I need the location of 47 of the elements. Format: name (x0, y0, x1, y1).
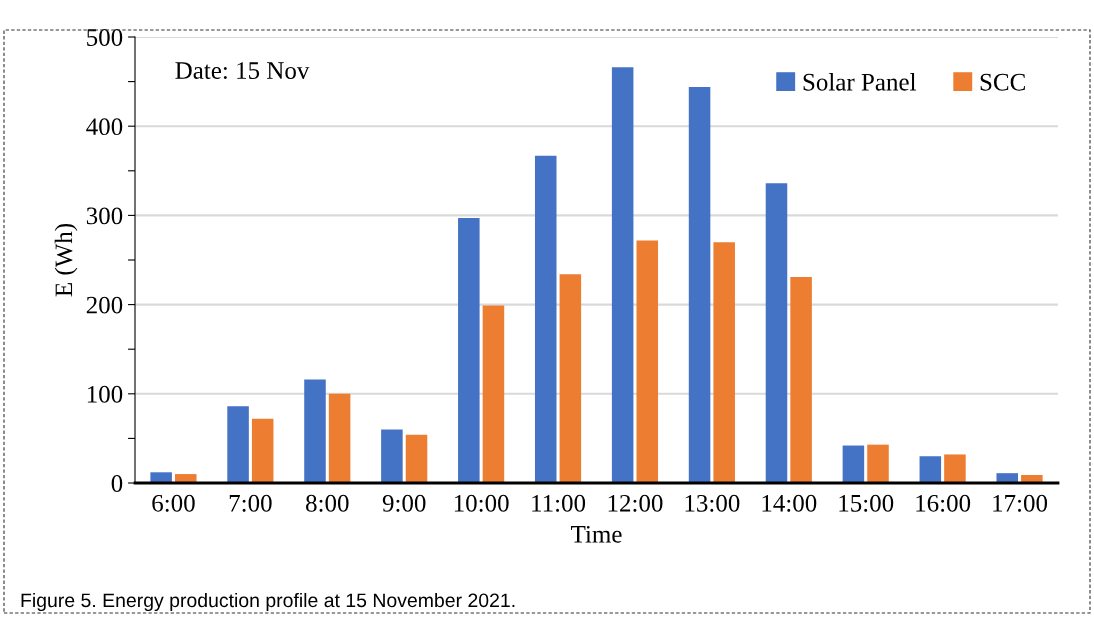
bar (227, 406, 249, 483)
bar (636, 240, 659, 483)
x-tick-label: 8:00 (306, 494, 349, 512)
bar (534, 155, 557, 483)
bar (405, 434, 428, 483)
legend-label: SCC (980, 73, 1025, 91)
bar (867, 444, 889, 483)
x-tick-label: 11:00 (532, 494, 586, 512)
x-tick-label: 7:00 (229, 494, 272, 512)
bar (482, 305, 505, 483)
bar (688, 86, 711, 483)
bar (328, 393, 351, 483)
x-tick-label: 15:00 (839, 494, 894, 512)
x-tick-label: 16:00 (916, 494, 971, 512)
bar (458, 218, 480, 483)
bar (944, 454, 966, 483)
bar (611, 67, 634, 483)
x-tick-label: 17:00 (993, 494, 1048, 512)
bar (842, 445, 865, 483)
caption: Figure 5. Energy production profile at 15 November 2021. (21, 592, 515, 612)
bar (765, 183, 788, 483)
y-tick-label: 300 (86, 207, 123, 225)
legend-label: Solar Panel (803, 73, 917, 91)
bar (996, 473, 1018, 483)
y-tick-label: 100 (87, 385, 123, 403)
bar (559, 274, 582, 483)
y-axis-title: E (Wh) (54, 223, 78, 297)
bar (304, 379, 326, 483)
bar (175, 474, 197, 483)
x-tick-label: 6:00 (152, 494, 195, 512)
bar (381, 429, 403, 483)
annotation: Date: 15 Nov (175, 62, 310, 80)
x-axis-title: Time (571, 525, 622, 543)
x-tick-label: 12:00 (608, 494, 663, 512)
bar (919, 456, 942, 483)
x-tick-label: 13:00 (685, 494, 740, 512)
y-tick-label: 0 (111, 475, 123, 492)
x-tick-label: 9:00 (382, 494, 426, 512)
bar (790, 276, 812, 483)
x-tick-label: 10:00 (454, 494, 509, 512)
y-tick-label: 200 (86, 296, 123, 314)
bar (150, 472, 172, 483)
y-tick-label: 500 (87, 29, 123, 46)
y-tick-label: 400 (86, 118, 123, 136)
bar (251, 418, 274, 483)
x-tick-label: 14:00 (762, 494, 817, 512)
bar (713, 242, 735, 483)
